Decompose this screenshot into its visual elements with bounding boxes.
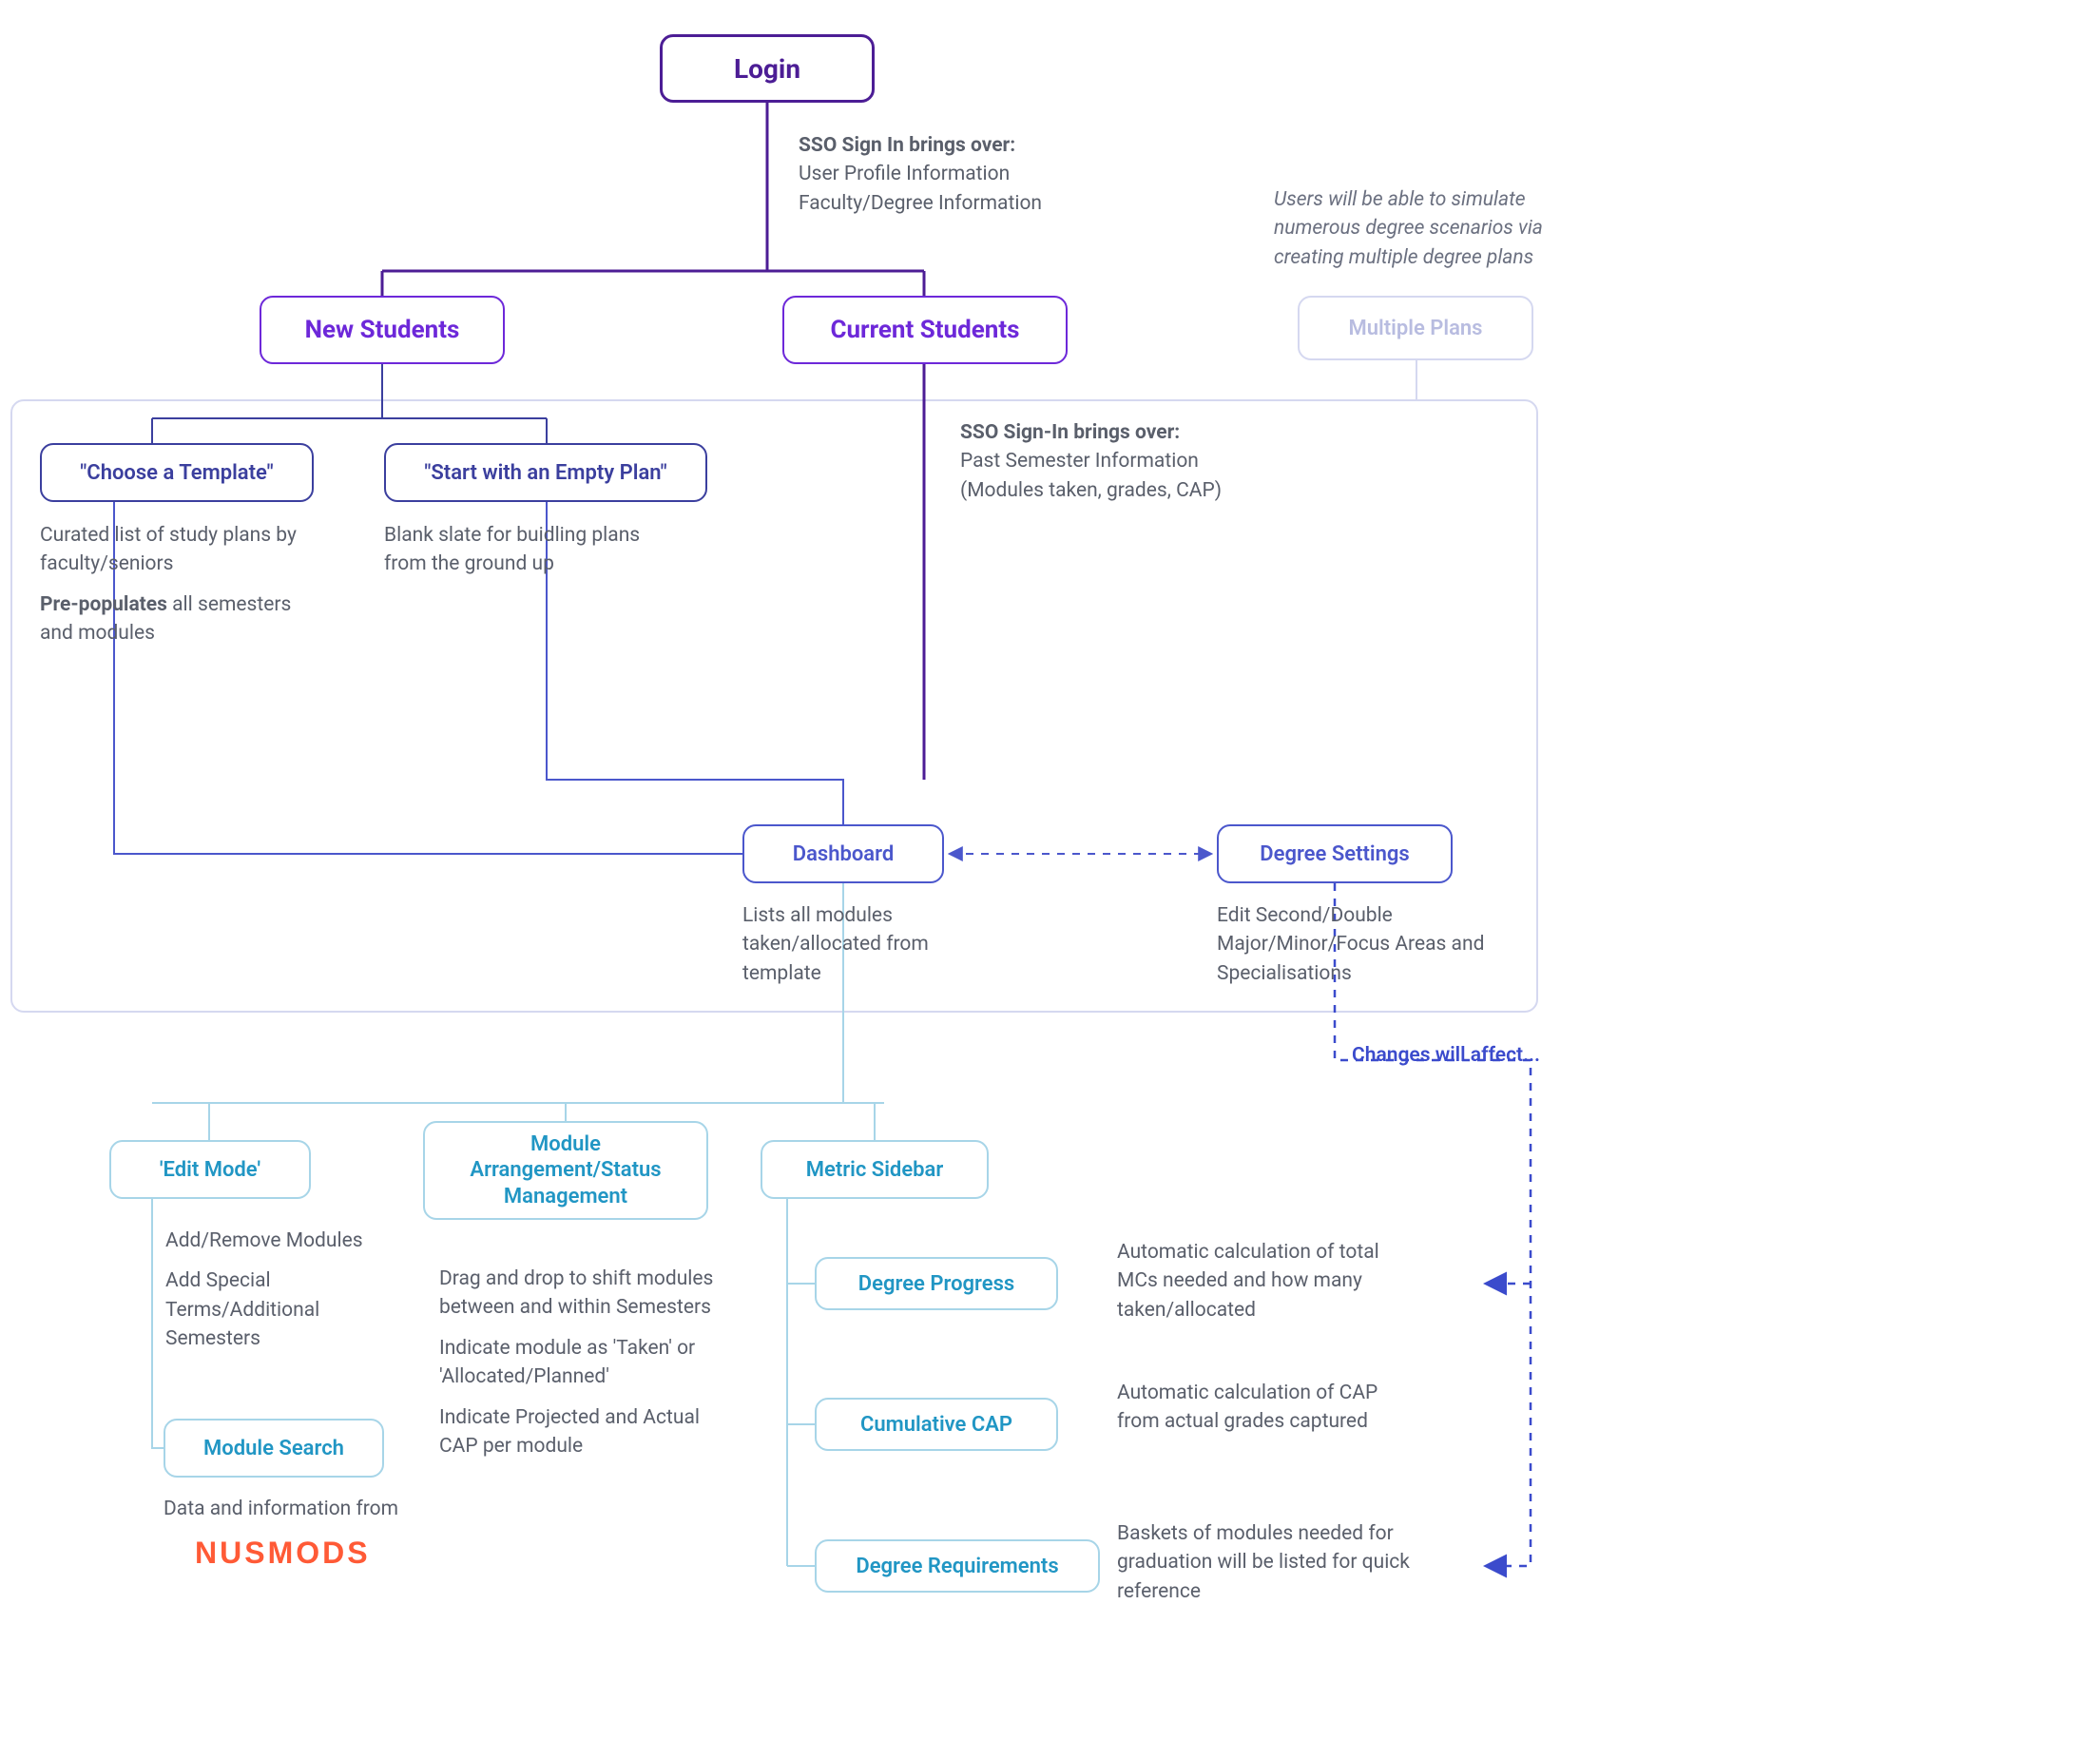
node-label: Module Search	[203, 1437, 344, 1460]
text: User Profile Information	[799, 160, 1160, 188]
text: Past Semester Information (Modules taken…	[960, 447, 1321, 505]
text: Add/Remove Modules	[165, 1227, 413, 1255]
node-label: "Start with an Empty Plan"	[424, 461, 666, 485]
text: Curated list of study plans by faculty/s…	[40, 521, 306, 579]
node-degree-settings: Degree Settings	[1217, 824, 1453, 883]
text: Add Special Terms/Additional Semesters	[165, 1266, 413, 1353]
node-dashboard: Dashboard	[742, 824, 944, 883]
node-degree-requirements: Degree Requirements	[815, 1539, 1100, 1593]
desc-sso-mid: SSO Sign-In brings over: Past Semester I…	[960, 418, 1321, 505]
node-label: Degree Settings	[1260, 842, 1409, 866]
text: Faculty/Degree Information	[799, 189, 1160, 218]
node-degree-progress: Degree Progress	[815, 1257, 1058, 1310]
nusmods-logo: NUSMODS	[195, 1536, 371, 1571]
desc-multiple: Users will be able to simulate numerous …	[1274, 185, 1597, 272]
node-cumulative-cap: Cumulative CAP	[815, 1398, 1058, 1451]
node-label: New Students	[305, 316, 460, 344]
desc-cap: Automatic calculation of CAP from actual…	[1117, 1379, 1421, 1437]
node-label: Cumulative CAP	[860, 1413, 1012, 1437]
node-login: Login	[660, 34, 875, 103]
node-label: "Choose a Template"	[80, 461, 273, 485]
node-choose-template: "Choose a Template"	[40, 443, 314, 502]
node-label: Dashboard	[793, 842, 894, 866]
node-edit-mode: 'Edit Mode'	[109, 1140, 311, 1199]
text: Drag and drop to shift modules between a…	[439, 1265, 724, 1323]
desc-empty: Blank slate for buidling plans from the …	[384, 521, 650, 579]
text: Pre-populates	[40, 593, 167, 616]
text: SSO Sign-In brings over:	[960, 421, 1180, 444]
node-module-mgmt: Module Arrangement/Status Management	[423, 1121, 708, 1220]
desc-edit: Add/Remove Modules Add Special Terms/Add…	[165, 1227, 413, 1354]
node-label: Degree Progress	[858, 1272, 1014, 1296]
node-label: Metric Sidebar	[806, 1158, 944, 1182]
node-label: Degree Requirements	[856, 1555, 1058, 1578]
desc-progress: Automatic calculation of total MCs neede…	[1117, 1238, 1421, 1324]
text: Indicate Projected and Actual CAP per mo…	[439, 1403, 724, 1461]
node-module-search: Module Search	[164, 1419, 384, 1478]
desc-search: Data and information from	[164, 1495, 468, 1523]
text: Indicate module as 'Taken' or 'Allocated…	[439, 1334, 724, 1392]
node-label: Module Arrangement/Status Management	[448, 1131, 684, 1210]
text: SSO Sign In brings over:	[799, 134, 1015, 157]
node-multiple-plans: Multiple Plans	[1298, 296, 1533, 360]
desc-degree-settings: Edit Second/Double Major/Minor/Focus Are…	[1217, 901, 1502, 988]
node-new-students: New Students	[260, 296, 505, 364]
node-label: 'Edit Mode'	[160, 1158, 260, 1182]
desc-sso-top: SSO Sign In brings over: User Profile In…	[799, 131, 1160, 218]
node-metric-sidebar: Metric Sidebar	[761, 1140, 989, 1199]
desc-dashboard: Lists all modules taken/allocated from t…	[742, 901, 1009, 988]
desc-req: Baskets of modules needed for graduation…	[1117, 1519, 1421, 1606]
desc-mgmt: Drag and drop to shift modules between a…	[439, 1265, 724, 1461]
label-changes: Changes will affect...	[1352, 1044, 1540, 1067]
node-current-students: Current Students	[782, 296, 1068, 364]
node-label: Current Students	[830, 316, 1019, 344]
node-label: Login	[734, 53, 800, 85]
desc-template: Curated list of study plans by faculty/s…	[40, 521, 306, 648]
node-label: Multiple Plans	[1349, 317, 1483, 340]
node-empty-plan: "Start with an Empty Plan"	[384, 443, 707, 502]
